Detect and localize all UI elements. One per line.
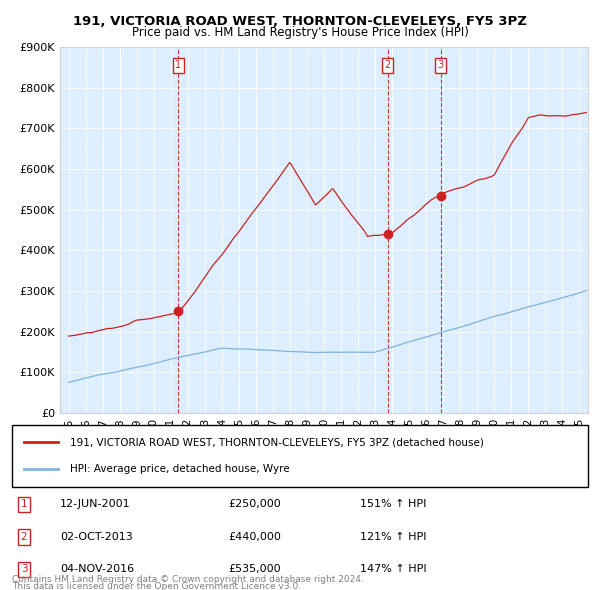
Text: 02-OCT-2013: 02-OCT-2013 [60, 532, 133, 542]
FancyBboxPatch shape [12, 425, 588, 487]
Text: 12-JUN-2001: 12-JUN-2001 [60, 500, 131, 509]
Text: £250,000: £250,000 [228, 500, 281, 509]
Text: Price paid vs. HM Land Registry's House Price Index (HPI): Price paid vs. HM Land Registry's House … [131, 26, 469, 39]
Text: Contains HM Land Registry data © Crown copyright and database right 2024.: Contains HM Land Registry data © Crown c… [12, 575, 364, 584]
Text: 2: 2 [385, 61, 391, 70]
Text: £440,000: £440,000 [228, 532, 281, 542]
Text: £535,000: £535,000 [228, 565, 281, 574]
Text: 04-NOV-2016: 04-NOV-2016 [60, 565, 134, 574]
Text: 147% ↑ HPI: 147% ↑ HPI [360, 565, 427, 574]
Text: 3: 3 [437, 61, 443, 70]
Text: 151% ↑ HPI: 151% ↑ HPI [360, 500, 427, 509]
Text: HPI: Average price, detached house, Wyre: HPI: Average price, detached house, Wyre [70, 464, 289, 474]
Text: This data is licensed under the Open Government Licence v3.0.: This data is licensed under the Open Gov… [12, 582, 301, 590]
Text: 191, VICTORIA ROAD WEST, THORNTON-CLEVELEYS, FY5 3PZ: 191, VICTORIA ROAD WEST, THORNTON-CLEVEL… [73, 15, 527, 28]
Text: 121% ↑ HPI: 121% ↑ HPI [360, 532, 427, 542]
Text: 2: 2 [20, 532, 28, 542]
Text: 1: 1 [175, 61, 181, 70]
Text: 1: 1 [20, 500, 28, 509]
Text: 3: 3 [20, 565, 28, 574]
Text: 191, VICTORIA ROAD WEST, THORNTON-CLEVELEYS, FY5 3PZ (detached house): 191, VICTORIA ROAD WEST, THORNTON-CLEVEL… [70, 437, 484, 447]
